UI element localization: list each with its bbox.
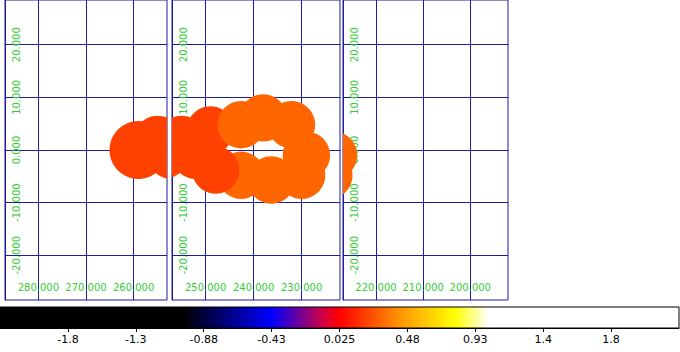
svg-text:260.000: 260.000 bbox=[113, 282, 154, 293]
svg-text:-20.000: -20.000 bbox=[349, 236, 360, 275]
svg-text:10.000: 10.000 bbox=[11, 80, 22, 115]
svg-text:-1.3: -1.3 bbox=[125, 333, 146, 346]
svg-text:-10.000: -10.000 bbox=[11, 183, 22, 222]
svg-text:20.000: 20.000 bbox=[178, 27, 189, 62]
svg-text:230.000: 230.000 bbox=[281, 282, 322, 293]
svg-text:-10.000: -10.000 bbox=[349, 183, 360, 222]
svg-text:270.000: 270.000 bbox=[65, 282, 106, 293]
svg-text:10.000: 10.000 bbox=[349, 80, 360, 115]
svg-text:0.000: 0.000 bbox=[11, 136, 22, 165]
svg-text:210.000: 210.000 bbox=[402, 282, 443, 293]
svg-text:1.8: 1.8 bbox=[602, 333, 620, 346]
svg-text:20.000: 20.000 bbox=[349, 27, 360, 62]
svg-text:280.000: 280.000 bbox=[18, 282, 59, 293]
svg-text:-10.000: -10.000 bbox=[178, 183, 189, 222]
svg-text:0.93: 0.93 bbox=[463, 333, 488, 346]
svg-text:-20.000: -20.000 bbox=[11, 236, 22, 275]
svg-text:250.000: 250.000 bbox=[185, 282, 226, 293]
svg-text:10.000: 10.000 bbox=[178, 80, 189, 115]
svg-text:0.48: 0.48 bbox=[395, 333, 420, 346]
svg-text:-20.000: -20.000 bbox=[178, 236, 189, 275]
svg-text:0.025: 0.025 bbox=[324, 333, 356, 346]
svg-text:1.4: 1.4 bbox=[534, 333, 552, 346]
svg-text:-0.43: -0.43 bbox=[257, 333, 285, 346]
svg-text:240.000: 240.000 bbox=[233, 282, 274, 293]
svg-text:-1.8: -1.8 bbox=[57, 333, 78, 346]
svg-text:200.000: 200.000 bbox=[450, 282, 491, 293]
svg-text:-0.88: -0.88 bbox=[189, 333, 217, 346]
svg-text:220.000: 220.000 bbox=[355, 282, 396, 293]
svg-text:20.000: 20.000 bbox=[11, 27, 22, 62]
